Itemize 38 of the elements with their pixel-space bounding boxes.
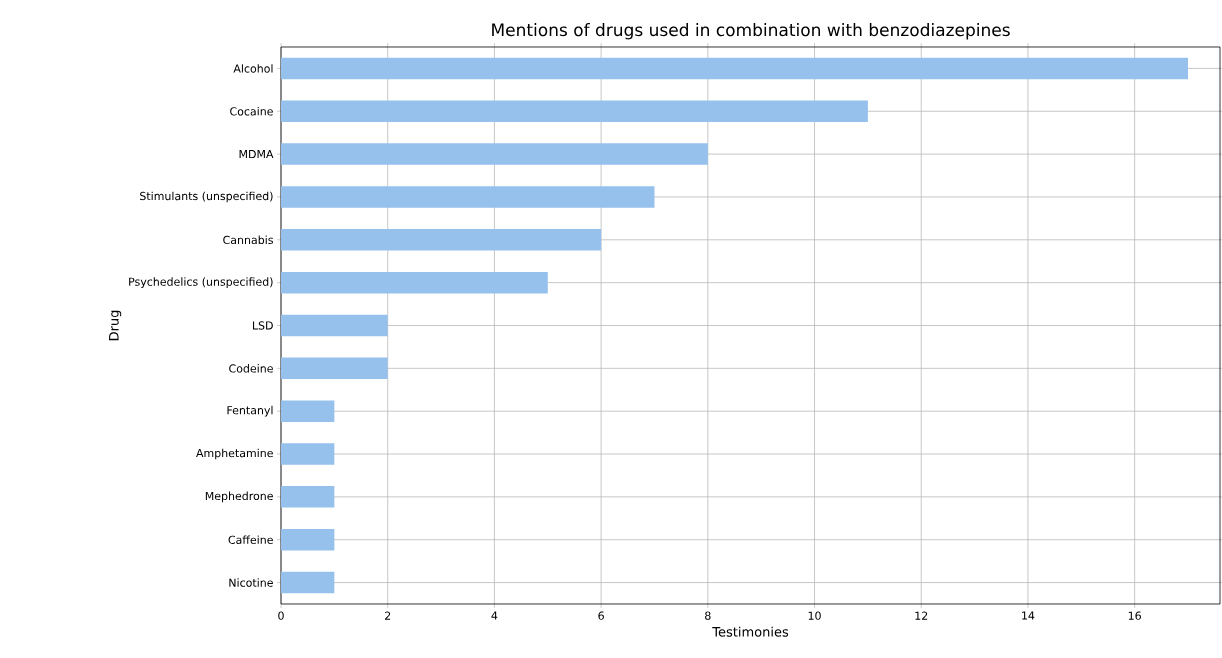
bar [281, 57, 1188, 80]
bar [281, 571, 335, 594]
x-tick-label: 14 [1022, 611, 1035, 620]
x-tick-label: 12 [915, 611, 928, 620]
y-tick-label: Caffeine [228, 535, 273, 544]
y-axis-title: Drug [109, 310, 122, 341]
x-tick-label: 8 [705, 611, 711, 620]
y-tick-label: Nicotine [229, 578, 273, 587]
y-tick-label: Psychedelics (unspecified) [129, 277, 273, 288]
bar [281, 100, 868, 123]
y-tick-label: Fentanyl [227, 405, 273, 417]
y-tick-label: Codeine [229, 364, 273, 373]
chart-title: Mentions of drugs used in combination with benzodiazepines [492, 23, 1010, 40]
bar [281, 357, 388, 380]
bar [281, 528, 335, 551]
bar [281, 443, 335, 465]
y-tick-label: LSD [252, 321, 273, 330]
bar [281, 271, 548, 294]
y-tick-label: Cannabis [223, 235, 273, 245]
y-tick-label: Cocaine [230, 107, 273, 116]
bar [281, 486, 335, 508]
y-tick-label: Mephedrone [205, 491, 273, 503]
x-tick-label: 0 [278, 611, 284, 620]
bar [281, 229, 602, 251]
bar [281, 143, 708, 165]
x-tick-label: 16 [1128, 611, 1141, 620]
x-tick-label: 2 [385, 611, 391, 620]
x-tick-label: 6 [598, 611, 604, 620]
bar [281, 314, 388, 337]
x-tick-label: 10 [808, 611, 821, 620]
y-tick-label: Amphetamine [196, 448, 273, 460]
y-tick-label: Stimulants (unspecified) [140, 191, 273, 203]
x-axis-title: Testimonies [712, 626, 789, 637]
y-tick-label: MDMA [239, 150, 274, 159]
bar [281, 186, 655, 208]
bar [281, 400, 335, 422]
x-tick-label: 4 [491, 611, 498, 620]
y-tick-label: Alcohol [233, 64, 273, 73]
